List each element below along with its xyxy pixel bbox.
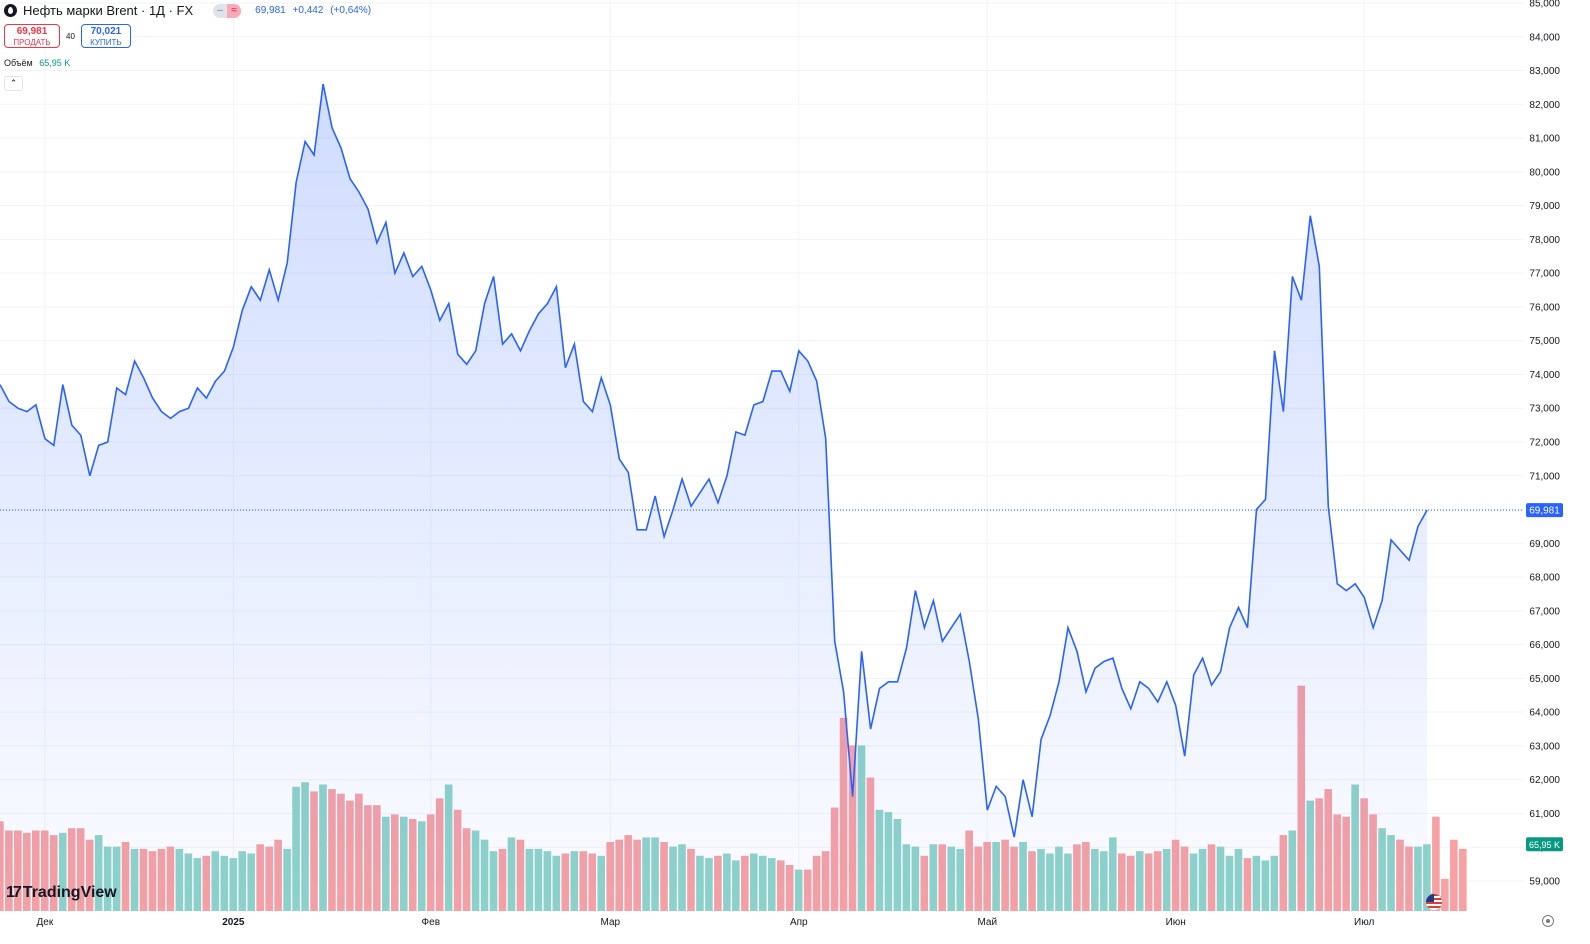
price-tick-label: 81,000 <box>1529 134 1560 145</box>
price-tick-label: 74,000 <box>1529 370 1560 381</box>
buy-price: 70,021 <box>90 26 122 37</box>
price-tick-label: 77,000 <box>1529 269 1560 280</box>
price-tick-label: 84,000 <box>1529 32 1560 43</box>
volume-bar <box>1432 816 1440 911</box>
price-tick-label: 68,000 <box>1529 573 1560 584</box>
price-axis: 59,00060,00061,00062,00063,00064,00065,0… <box>1529 0 1560 888</box>
status-pill[interactable]: ‒ ≈ <box>213 3 242 18</box>
axis-tags: 69,981 65,95 K <box>1526 503 1563 852</box>
price-tick-label: 71,000 <box>1529 471 1560 482</box>
price-tick-label: 69,000 <box>1529 539 1560 550</box>
volume-legend[interactable]: Объём 65,95 K <box>4 58 70 68</box>
last-price-tag-label: 69,981 <box>1529 506 1560 517</box>
volume-bar <box>1459 848 1467 911</box>
price-tick-label: 62,000 <box>1529 775 1560 786</box>
market-closed-icon: ‒ <box>213 3 228 18</box>
price-tick-label: 61,000 <box>1529 809 1560 820</box>
sell-label: ПРОДАТЬ <box>13 38 51 47</box>
price-tick-label: 79,000 <box>1529 201 1560 212</box>
price-tick-label: 83,000 <box>1529 66 1560 77</box>
time-tick-label: Дек <box>37 917 54 928</box>
time-tick-label: Июл <box>1354 917 1374 928</box>
symbol-title[interactable]: Нефть марки Brent · 1Д · FX <box>23 3 194 18</box>
price-tick-label: 73,000 <box>1529 404 1560 415</box>
price-tick-label: 76,000 <box>1529 302 1560 313</box>
collapse-legend-button[interactable]: ⌃ <box>4 76 23 91</box>
price-change-percent: (+0,64%) <box>330 5 372 16</box>
price-line <box>0 83 1428 838</box>
time-tick-label: Май <box>977 917 997 928</box>
us-flag-icon <box>1425 893 1443 911</box>
price-tick-label: 85,000 <box>1529 0 1560 10</box>
price-tick-label: 80,000 <box>1529 167 1560 178</box>
sell-button[interactable]: 69,981 ПРОДАТЬ <box>4 24 60 48</box>
tradingview-mark-icon: 17 <box>6 884 22 901</box>
price-tick-label: 67,000 <box>1529 606 1560 617</box>
price-tick-label: 72,000 <box>1529 438 1560 449</box>
symbol-header: Нефть марки Brent · 1Д · FX ‒ ≈ 69,981 +… <box>4 3 375 18</box>
settings-icon[interactable] <box>1542 915 1554 927</box>
volume-tag-label: 65,95 K <box>1529 840 1560 850</box>
price-change: +0,442 <box>292 5 324 16</box>
volume-label: Объём <box>4 58 33 68</box>
chevron-up-icon: ⌃ <box>9 78 18 88</box>
price-tick-label: 64,000 <box>1529 708 1560 719</box>
volume-bar <box>1441 878 1449 911</box>
volume-value: 65,95 K <box>39 58 71 68</box>
quote-line: 69,981 +0,442 (+0,64%) <box>255 5 375 16</box>
volume-bar <box>1450 839 1458 911</box>
time-tick-label: Апр <box>790 917 808 928</box>
last-price-tag <box>1526 503 1563 518</box>
price-tick-label: 66,000 <box>1529 640 1560 651</box>
tradingview-logo[interactable]: 17 TradingView <box>6 884 117 902</box>
tradingview-logo-text: TradingView <box>22 884 117 901</box>
time-tick-label: Июн <box>1166 917 1186 928</box>
price-tick-label: 82,000 <box>1529 100 1560 111</box>
time-tick-label: 2025 <box>222 917 245 928</box>
time-axis: Дек 2025 Фев Мар Апр Май Июн Июл <box>37 917 1375 928</box>
time-tick-label: Фев <box>422 917 440 928</box>
buy-label: КУПИТЬ <box>90 38 122 47</box>
trade-panel: 69,981 ПРОДАТЬ 40 70,021 КУПИТЬ <box>4 24 131 48</box>
price-tick-label: 75,000 <box>1529 336 1560 347</box>
sell-price: 69,981 <box>16 26 48 37</box>
volume-tag <box>1526 837 1563 852</box>
buy-button[interactable]: 70,021 КУПИТЬ <box>80 24 131 48</box>
price-tick-label: 63,000 <box>1529 741 1560 752</box>
time-tick-label: Мар <box>601 917 621 928</box>
spread-value: 40 <box>66 31 75 41</box>
price-tick-label: 59,000 <box>1529 877 1560 888</box>
oil-drop-icon <box>4 4 17 17</box>
price-area <box>0 84 1427 911</box>
price-tick-label: 78,000 <box>1529 235 1560 246</box>
price-tick-label: 65,000 <box>1529 674 1560 685</box>
data-delay-icon: ≈ <box>227 3 242 18</box>
last-price: 69,981 <box>255 5 286 16</box>
